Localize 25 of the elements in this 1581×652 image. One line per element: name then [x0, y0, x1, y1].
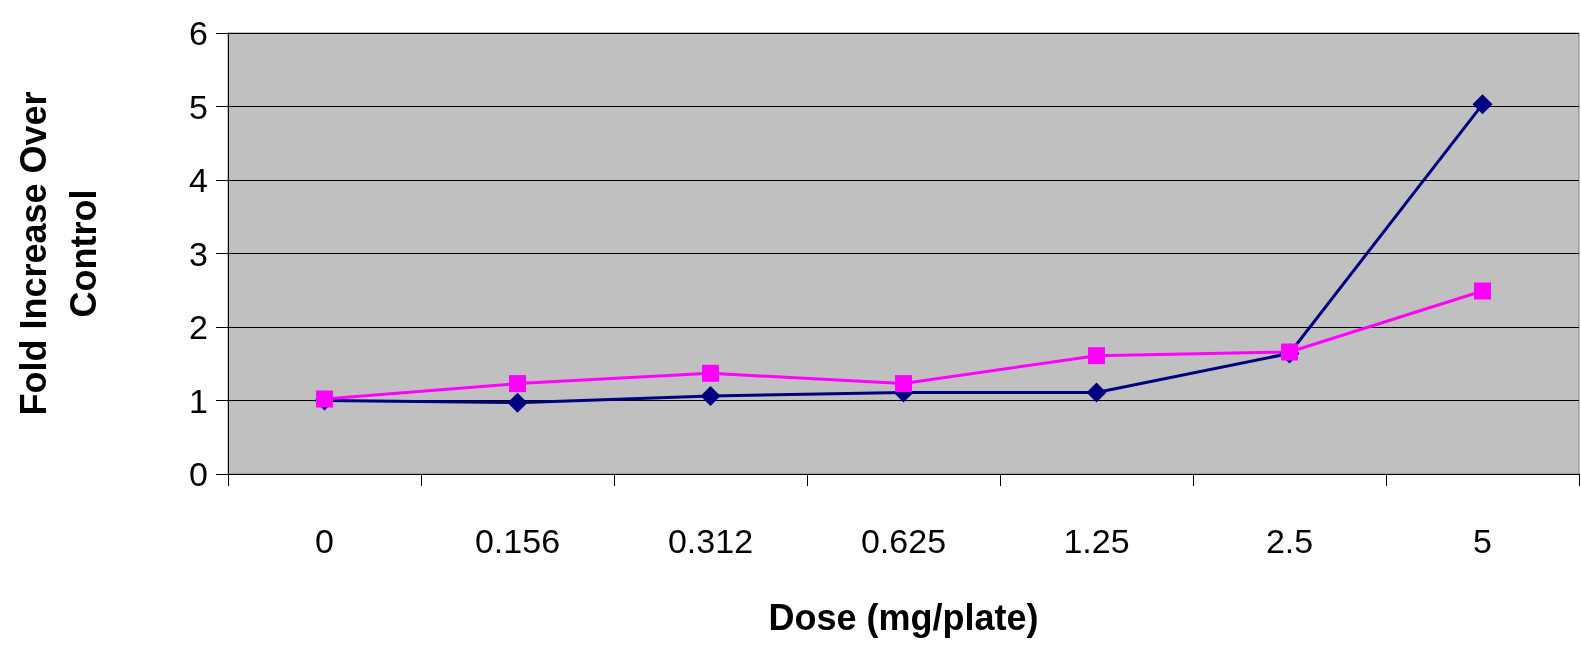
point: [1088, 347, 1105, 365]
y-tick-label: 4: [189, 161, 208, 199]
point: [509, 375, 526, 393]
y-tick-label: 2: [189, 308, 208, 346]
x-axis-title: Dose (mg/plate): [768, 596, 1039, 638]
x-tick-label: 0.625: [860, 522, 947, 560]
x-tick-label: 0: [315, 522, 334, 560]
point: [1086, 382, 1107, 403]
y-tick-label: 6: [189, 14, 208, 52]
point: [702, 364, 719, 382]
x-tick-label: 0.312: [667, 522, 754, 560]
y-tick-label: 0: [189, 455, 208, 493]
point: [1472, 94, 1493, 115]
point: [895, 375, 912, 393]
point: [1474, 282, 1491, 300]
point: [507, 392, 528, 413]
x-tick-label: 2.5: [1265, 522, 1314, 560]
point: [700, 386, 721, 407]
y-tick-label: 3: [189, 234, 208, 273]
y-axis-title: Fold Increase Over Control: [12, 91, 104, 416]
y-tick-label: 5: [189, 87, 208, 126]
x-tick-label: 1.25: [1063, 522, 1130, 560]
x-tick-label: 0.156: [474, 522, 561, 560]
x-tick-label: 5: [1473, 522, 1492, 560]
y-tick-label: 1: [189, 381, 208, 420]
